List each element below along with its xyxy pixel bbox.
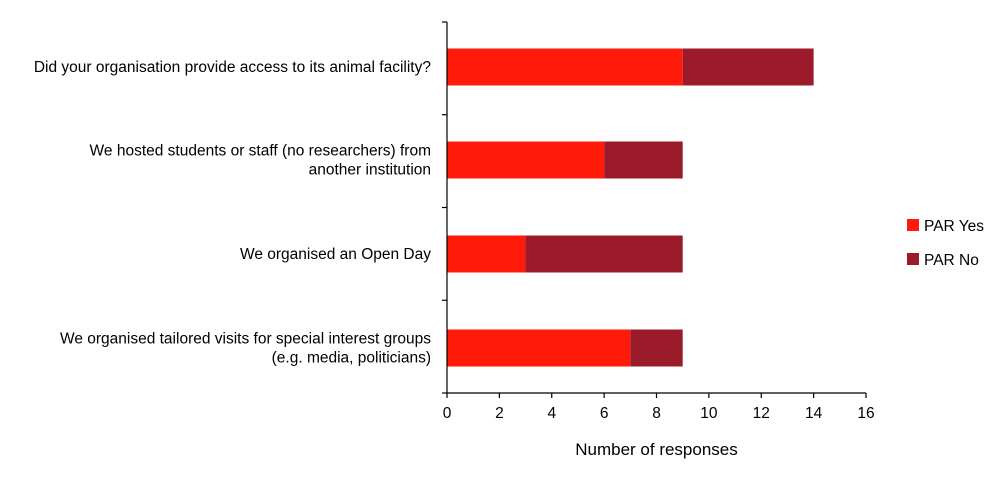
bar-par-no-2 [604,141,683,179]
bar-par-no-1 [682,48,814,86]
category-label-2: We hosted students or staff (no research… [90,143,431,179]
x-tick-label: 6 [600,405,609,422]
x-tick-label: 10 [700,405,718,422]
legend-label-par-yes: PAR Yes [924,218,984,235]
x-axis-ticks: 0 2 4 6 8 10 12 14 16 [443,393,875,422]
bar-par-yes-1 [447,48,683,86]
bars-group [447,48,814,367]
category-label-4: We organised tailored visits for special… [60,331,431,367]
x-tick-label: 8 [652,405,661,422]
x-tick-label: 4 [547,405,556,422]
legend-label-par-no: PAR No [924,252,979,269]
category-labels: Did your organisation provide access to … [34,59,432,367]
bar-par-no-3 [525,235,683,273]
x-tick-label: 0 [443,405,452,422]
category-label-1: Did your organisation provide access to … [34,59,432,76]
x-tick-label: 12 [753,405,770,422]
x-axis-title: Number of responses [575,440,738,459]
x-tick-label: 14 [805,405,823,422]
x-tick-label: 2 [495,405,504,422]
legend-swatch-par-yes [907,219,919,231]
x-tick-label: 16 [857,405,874,422]
bar-par-no-4 [630,329,683,367]
y-axis-ticks [442,21,447,394]
bar-par-yes-3 [447,235,526,273]
bar-par-yes-2 [447,141,605,179]
category-label-3: We organised an Open Day [240,246,431,263]
bar-par-yes-4 [447,329,631,367]
legend: PAR Yes PAR No [907,218,984,269]
legend-swatch-par-no [907,253,919,265]
